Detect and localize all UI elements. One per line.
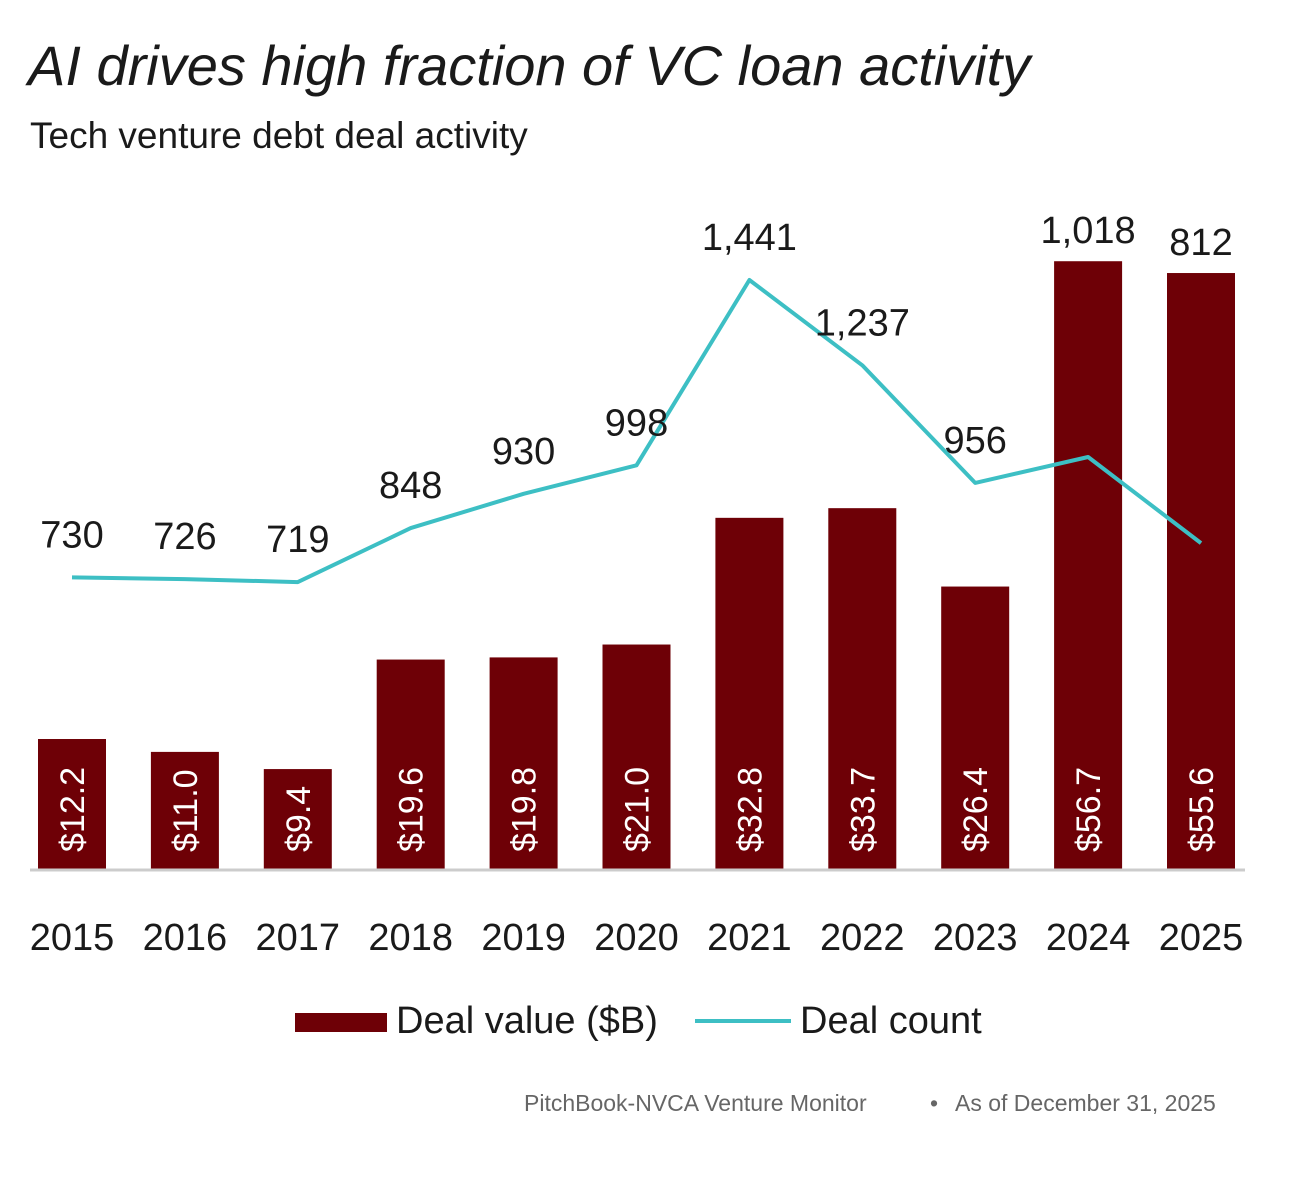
bar-value-labels: $12.2 $11.0 $9.4 $19.6 $19.8 $21.0 $32.8 $33.7 $…: [54, 767, 1221, 852]
bar-value-label-2018: $19.6: [393, 767, 431, 852]
deal-count-label-2015: 730: [40, 514, 103, 556]
bar-value-label-2022: $33.7: [844, 767, 882, 852]
bar-2015: [38, 739, 106, 870]
deal-count-label-2016: 726: [153, 516, 216, 558]
x-tick-label-2017: 2017: [256, 917, 341, 959]
legend-deal-value-label: Deal value ($B): [396, 1000, 658, 1042]
bar-2023: [941, 586, 1010, 870]
bar-series: [38, 261, 1235, 870]
bar-2024: [1054, 261, 1123, 870]
x-tick-label-2020: 2020: [594, 917, 679, 959]
bar-2021: [715, 517, 784, 870]
bar-2018: [376, 659, 445, 870]
bar-2020: [602, 644, 671, 870]
deal-count-labels: 730 726 719 848 930 998 1,441 1,237 956 1,018 812: [40, 210, 1232, 561]
deal-count-label-2019: 930: [492, 431, 555, 473]
chart-title: AI drives high fraction of VC loan activ…: [25, 34, 1033, 97]
deal-count-line: [71, 278, 1203, 585]
legend-bar-swatch: [295, 1013, 387, 1032]
x-tick-label-2018: 2018: [368, 917, 453, 959]
as-of-date: As of December 31, 2025: [955, 1090, 1216, 1116]
x-tick-label-2025: 2025: [1159, 917, 1244, 959]
x-tick-label-2019: 2019: [481, 917, 566, 959]
bar-value-label-2023: $26.4: [957, 767, 995, 852]
deal-count-label-2022: 1,237: [815, 302, 910, 344]
bar-value-label-2015: $12.2: [54, 767, 92, 852]
deal-count-label-2020: 998: [605, 402, 668, 444]
bar-value-label-2019: $19.8: [506, 767, 544, 852]
bar-2016: [150, 751, 219, 870]
deal-count-label-2021: 1,441: [702, 217, 797, 259]
x-tick-label-2015: 2015: [30, 917, 115, 959]
legend: Deal value ($B) Deal count: [295, 1000, 982, 1042]
x-tick-label-2021: 2021: [707, 917, 792, 959]
bar-value-label-2017: $9.4: [280, 786, 318, 852]
bar-value-label-2021: $32.8: [731, 767, 769, 852]
x-tick-label-2024: 2024: [1046, 917, 1131, 959]
bar-value-label-2024: $56.7: [1070, 767, 1108, 852]
x-tick-label-2016: 2016: [143, 917, 228, 959]
bar-value-label-2020: $21.0: [619, 767, 657, 852]
deal-count-label-2017: 719: [266, 519, 329, 561]
x-axis-tick-labels: 2015 2016 2017 2018 2019 2020 2021 2022 2023 2024…: [30, 917, 1244, 959]
deal-count-label-2025: 812: [1169, 222, 1232, 264]
bar-2025: [1167, 273, 1235, 870]
deal-count-label-2018: 848: [379, 465, 442, 507]
bar-value-label-2025: $55.6: [1183, 767, 1221, 852]
bar-2022: [828, 508, 897, 870]
source-text: PitchBook-NVCA Venture Monitor: [524, 1090, 867, 1116]
bar-2019: [489, 657, 558, 870]
source-separator: •: [930, 1090, 938, 1116]
bar-2017: [263, 769, 332, 870]
chart-subtitle: Tech venture debt deal activity: [30, 115, 528, 156]
x-tick-label-2022: 2022: [820, 917, 905, 959]
deal-count-label-2023: 956: [943, 420, 1006, 462]
deal-count-label-2024: 1,018: [1041, 210, 1136, 252]
x-tick-label-2023: 2023: [933, 917, 1018, 959]
legend-deal-count-label: Deal count: [800, 1000, 982, 1042]
bar-value-label-2016: $11.0: [167, 769, 205, 852]
